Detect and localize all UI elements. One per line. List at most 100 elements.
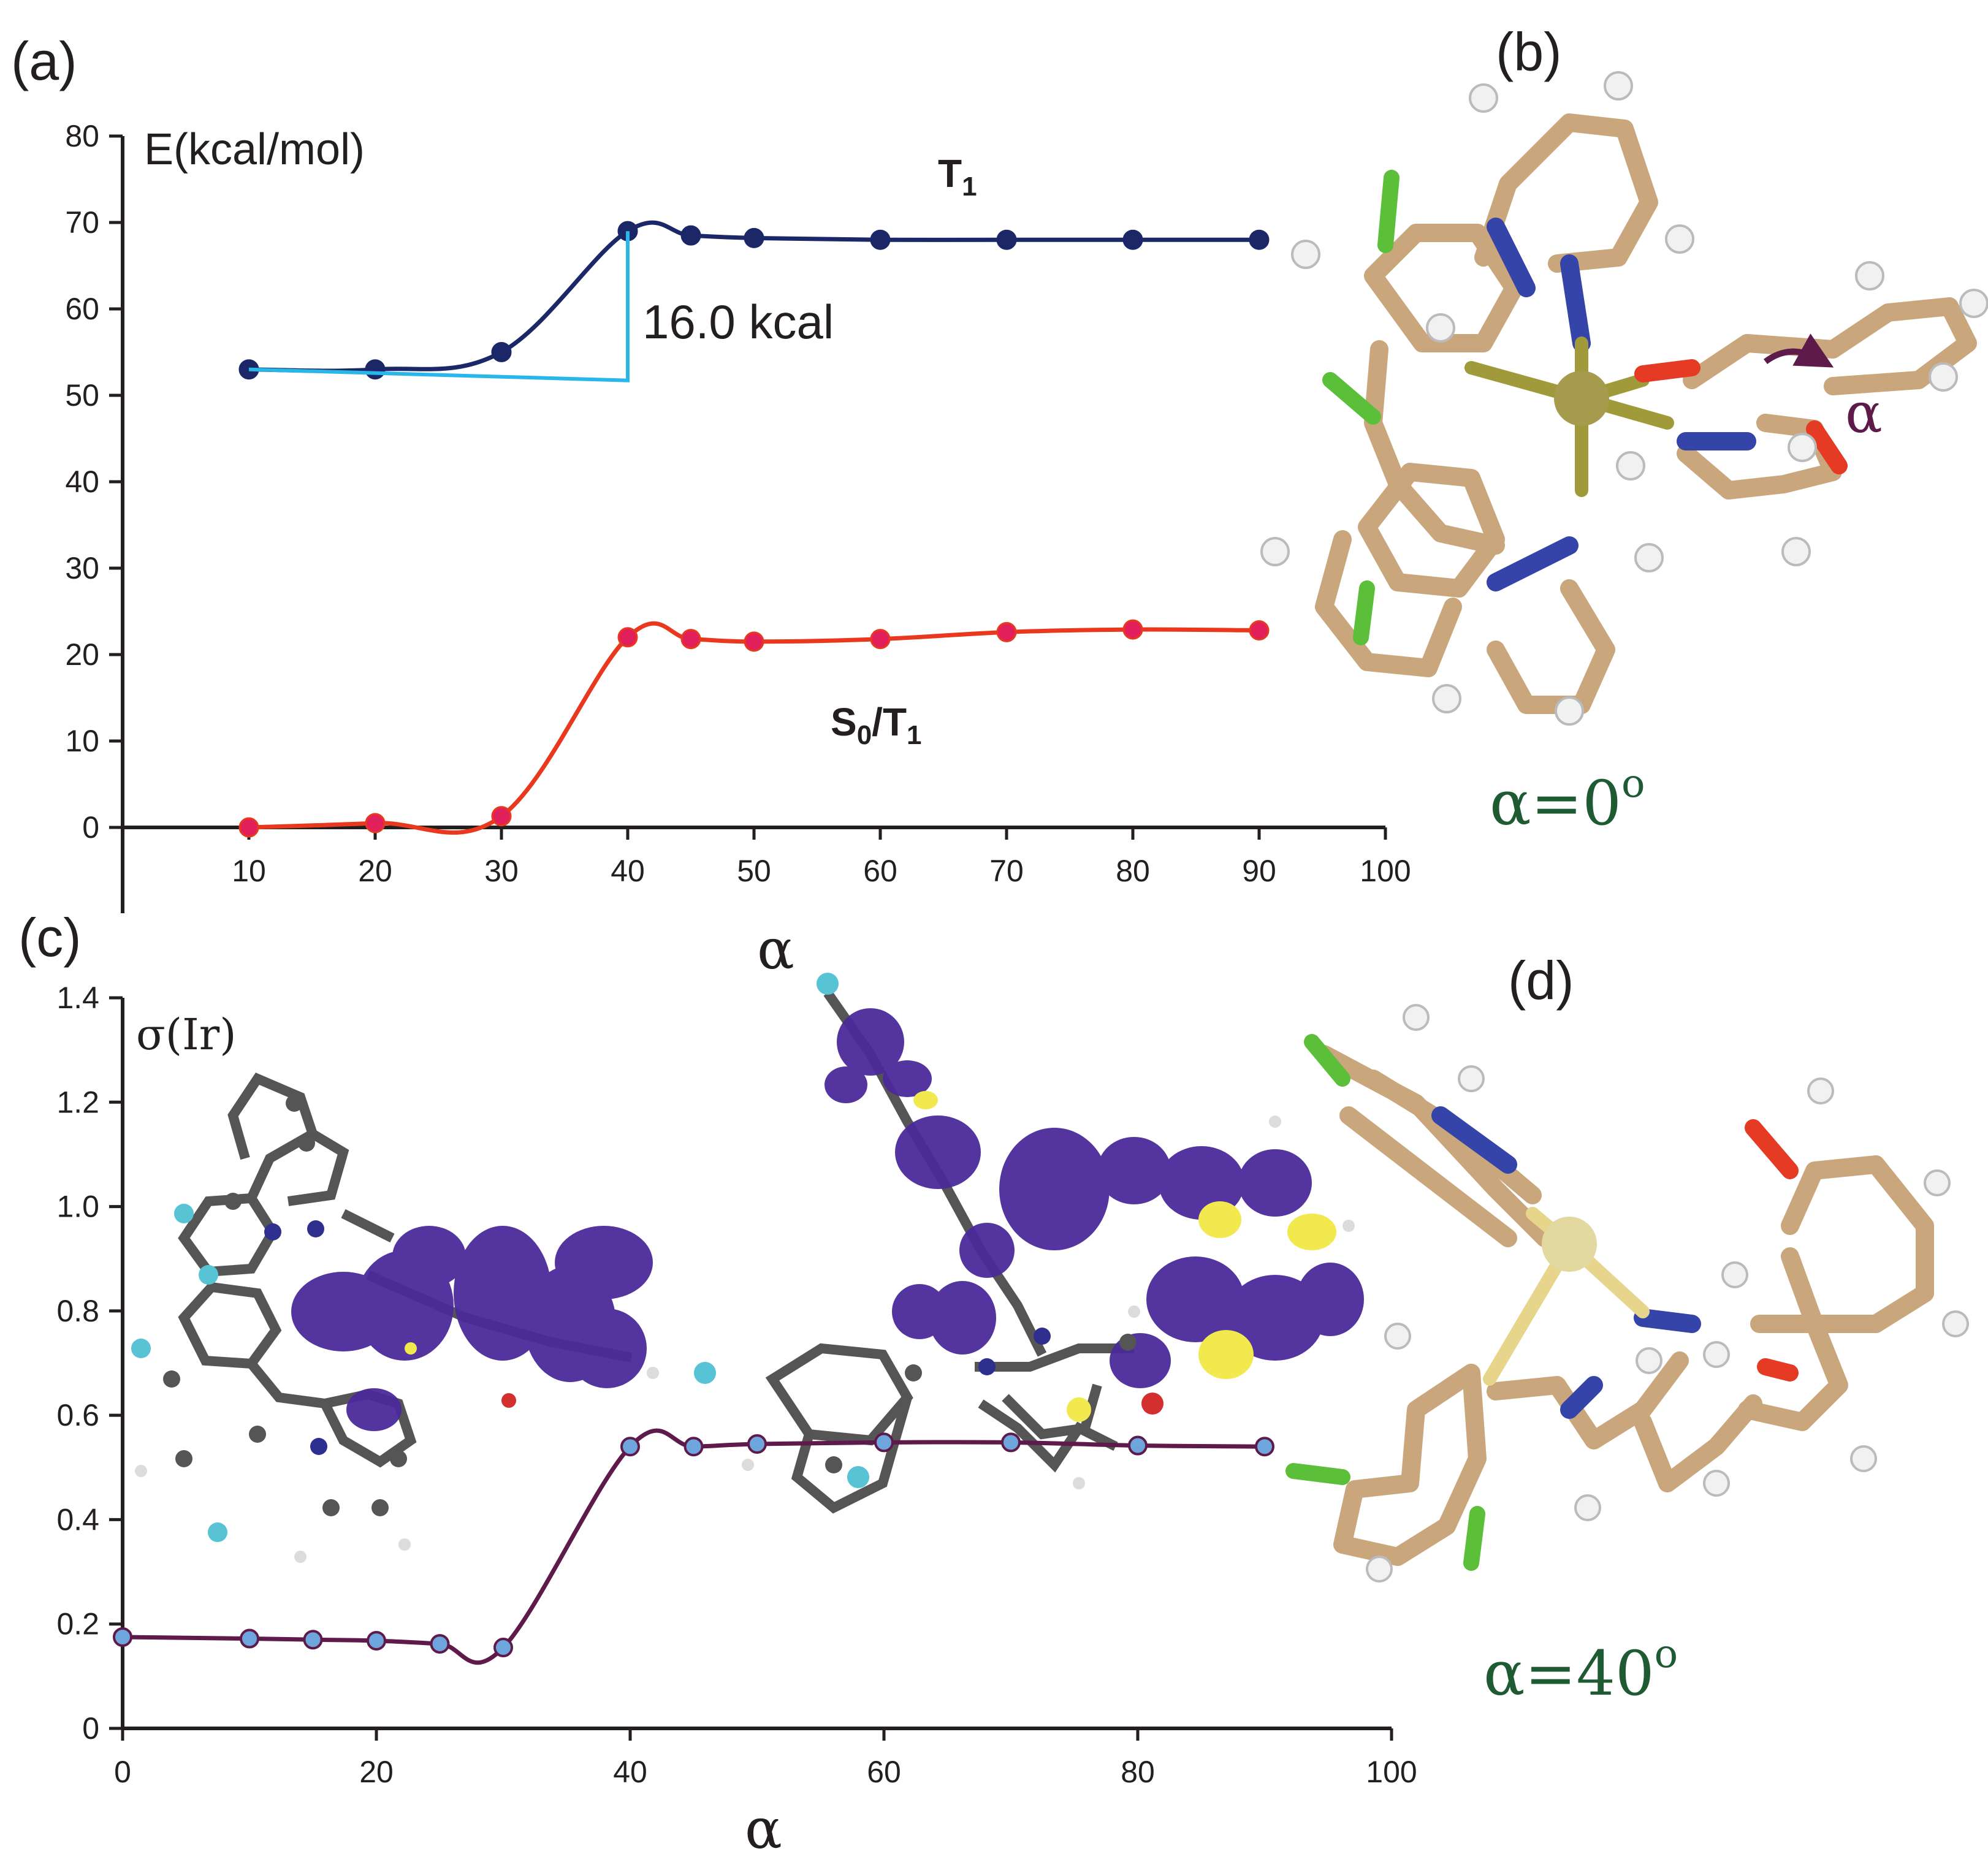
energy-xtick-label: 20 — [358, 854, 392, 888]
bonds-red-b — [1634, 359, 1848, 474]
data-point-s0t1 — [1122, 619, 1143, 640]
sigma-ytick-label: 0.8 — [56, 1294, 99, 1328]
energy-xtick-label: 10 — [232, 854, 266, 888]
alpha-40-label: α=40o — [1483, 1632, 1678, 1709]
sigma-xtick-label: 100 — [1366, 1755, 1417, 1789]
data-point-sigma — [113, 1627, 132, 1647]
sigma-ytick-label: 1.4 — [56, 981, 99, 1015]
energy-xtick-label: 50 — [737, 854, 771, 888]
alpha-0-label: α=0o — [1490, 761, 1645, 839]
bonds-green-b — [1322, 170, 1400, 645]
energy-ytick-label: 30 — [65, 551, 99, 585]
sigma-xtick-label: 0 — [114, 1755, 131, 1789]
data-point-sigma — [430, 1634, 450, 1654]
series-label-t1-sub: 1 — [962, 172, 977, 202]
energy-chart-ylabel: E(kcal/mol) — [144, 125, 365, 174]
series-label-s0-main: S — [831, 700, 857, 744]
barrier-bracket — [248, 231, 630, 382]
spin-density-inset-right — [694, 973, 1364, 1514]
data-point-t1 — [491, 342, 512, 362]
data-point-sigma — [1001, 1432, 1021, 1453]
energy-ytick-label: 70 — [65, 205, 99, 240]
energy-ytick-label: 10 — [65, 724, 99, 758]
data-point-t1 — [996, 229, 1017, 250]
sigma-chart-xlabel: α — [745, 1797, 782, 1861]
energy-xtick-label: 60 — [863, 854, 897, 888]
energy-xtick-label: 80 — [1116, 854, 1150, 888]
data-point-s0t1 — [617, 627, 638, 648]
data-point-sigma — [620, 1437, 640, 1457]
sigma-ytick-label: 0.2 — [56, 1607, 99, 1641]
series-label-t1-main: T — [938, 151, 962, 196]
atoms-left — [131, 1095, 659, 1563]
series-label-s0-sub: 0 — [857, 720, 872, 750]
stick-framework-d — [1315, 1045, 1934, 1566]
energy-chart-xlabel: α — [757, 918, 794, 982]
alpha-0-sup: o — [1621, 761, 1645, 807]
rotation-arrow-icon — [1764, 333, 1834, 368]
sigma-chart-ticks: 0 0.2 0.4 0.6 0.8 1.0 1.2 1.4 0 20 40 60 80 100 — [56, 981, 1417, 1789]
panel-label-a: (a) — [11, 31, 77, 91]
energy-ytick-label: 40 — [65, 465, 99, 499]
energy-xtick-label: 30 — [484, 854, 519, 888]
atoms-right — [694, 973, 1355, 1489]
data-point-sigma — [874, 1432, 894, 1453]
data-point-t1 — [1249, 229, 1270, 250]
data-point-t1 — [744, 227, 764, 248]
ball-stick-molecule-right — [765, 990, 1134, 1514]
alpha-40-value: α=40 — [1483, 1638, 1655, 1709]
sigma-chart: 0 0.2 0.4 0.6 0.8 1.0 1.2 1.4 0 20 40 60 80 100 σ(Ir)… — [56, 981, 1417, 1861]
data-point-t1 — [1122, 229, 1143, 250]
series-label-s0t1: S0/T1 — [831, 700, 922, 750]
sigma-xtick-label: 20 — [359, 1755, 394, 1789]
data-point-t1 — [365, 359, 386, 380]
structure-alpha-40: α=40o — [1285, 1004, 1969, 1709]
bonds-red-d — [1745, 1119, 1799, 1381]
series-label-slash-t: /T — [872, 700, 907, 744]
energy-ytick-label: 80 — [65, 119, 99, 153]
energy-ytick-label: 60 — [65, 292, 99, 326]
data-point-sigma — [367, 1630, 386, 1651]
energy-xtick-label: 40 — [611, 854, 645, 888]
sigma-xtick-label: 60 — [867, 1755, 901, 1789]
energy-chart-series — [238, 220, 1270, 838]
sigma-chart-series — [113, 1428, 1274, 1665]
spin-density-inset-left — [131, 1073, 659, 1563]
data-point-s0t1 — [365, 813, 386, 834]
data-point-t1 — [680, 225, 701, 246]
series-line-t1 — [248, 220, 1259, 373]
sigma-ytick-label: 1.0 — [56, 1190, 99, 1224]
lobes-left — [291, 1226, 653, 1431]
alpha-40-sup: o — [1655, 1632, 1678, 1677]
iridium-atom-b — [1554, 371, 1609, 426]
energy-xtick-label: 90 — [1242, 854, 1276, 888]
panel-label-d: (d) — [1508, 950, 1574, 1011]
bonds-blue-b — [1487, 218, 1756, 591]
data-point-s0t1 — [680, 629, 701, 650]
sigma-chart-ylabel: σ(Ir) — [136, 1009, 237, 1060]
data-point-s0t1 — [491, 806, 512, 827]
series-line-sigma — [122, 1428, 1265, 1665]
panel-label-b: (b) — [1496, 21, 1562, 82]
data-point-sigma — [240, 1628, 259, 1649]
data-point-s0t1 — [238, 817, 259, 838]
sigma-ytick-label: 0.4 — [56, 1502, 99, 1537]
data-point-sigma — [493, 1638, 513, 1658]
barrier-label: 16.0 kcal — [642, 295, 834, 349]
bonds-green-d — [1285, 1034, 1485, 1571]
sigma-xtick-label: 80 — [1121, 1755, 1155, 1789]
energy-xtick-label: 70 — [989, 854, 1024, 888]
panel-label-c: (c) — [18, 907, 82, 968]
hydrogens-b — [1260, 71, 1988, 726]
sigma-xtick-label: 40 — [613, 1755, 647, 1789]
data-point-sigma — [1128, 1435, 1148, 1456]
barrier-annotation — [248, 231, 630, 382]
data-point-sigma — [1255, 1437, 1274, 1457]
sigma-ytick-label: 0.6 — [56, 1398, 99, 1432]
energy-ytick-label: 20 — [65, 637, 99, 672]
iridium-atom-d — [1542, 1217, 1597, 1272]
sigma-chart-axes — [121, 998, 1392, 1730]
